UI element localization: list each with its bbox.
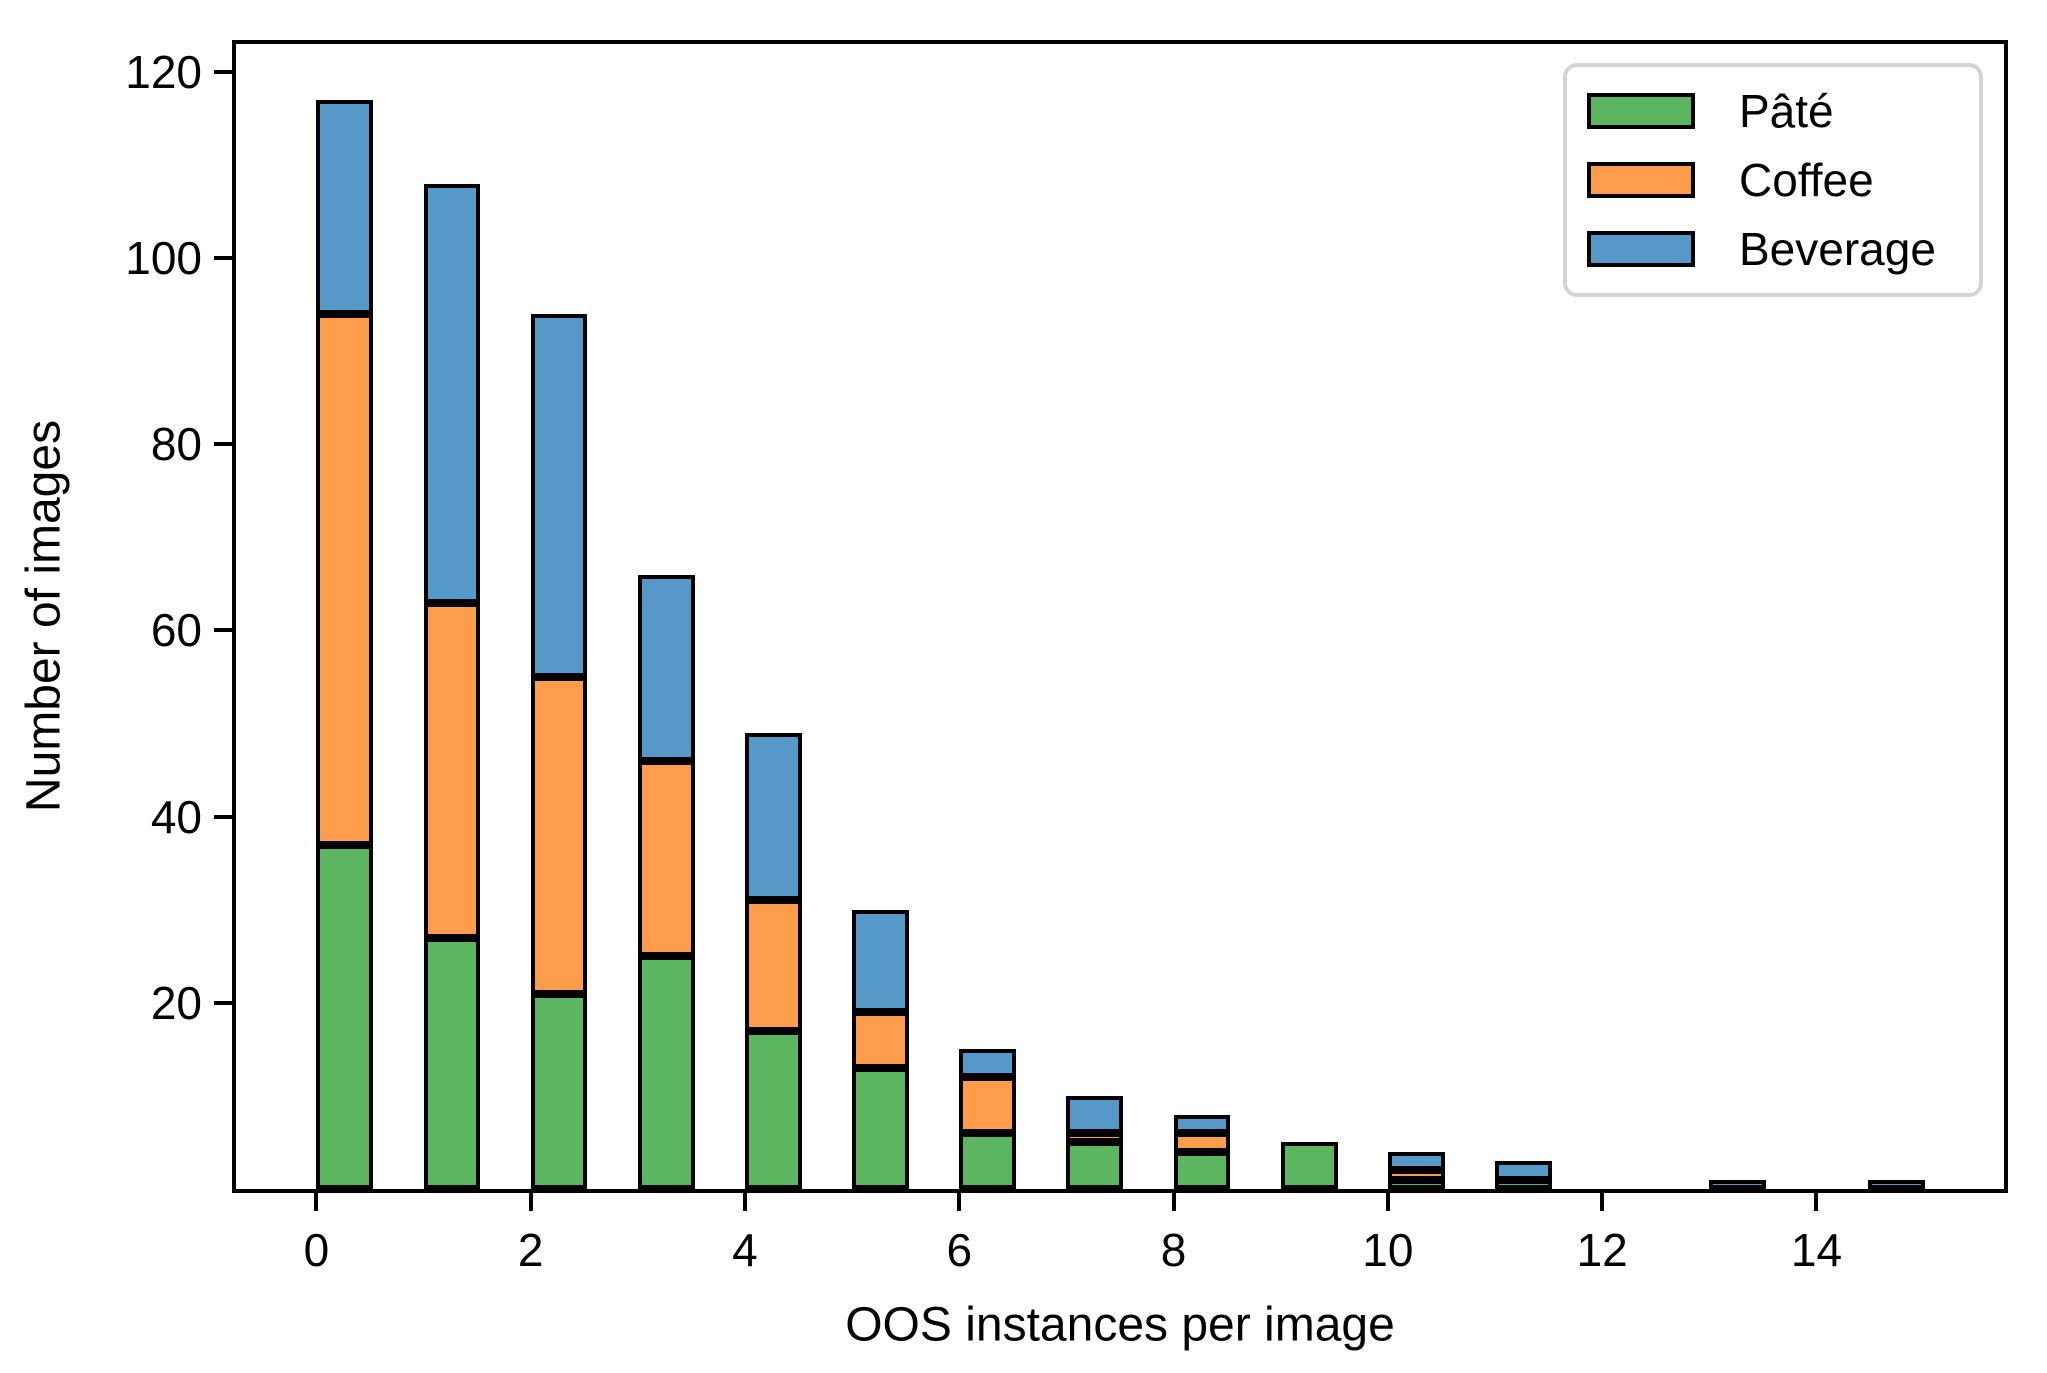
bar-segment-pt-x9 bbox=[1280, 1142, 1338, 1189]
bar-segment-pt-x3 bbox=[637, 956, 695, 1189]
y-axis-title: Number of images bbox=[17, 419, 71, 813]
x-tick-mark bbox=[1385, 1193, 1390, 1211]
x-tick-mark bbox=[957, 1193, 962, 1211]
legend-label: Beverage bbox=[1739, 222, 1936, 275]
x-tick-label: 8 bbox=[1160, 1224, 1187, 1276]
bar-segment-beverage-x5 bbox=[852, 909, 909, 1013]
legend-item-coffee: Coffee bbox=[1587, 157, 1979, 203]
bar-segment-pt-x4 bbox=[744, 1030, 802, 1189]
bar-segment-coffee-x5 bbox=[852, 1012, 909, 1068]
x-tick-label: 14 bbox=[1790, 1224, 1843, 1276]
bar-segment-coffee-x1 bbox=[423, 602, 481, 938]
x-tick-label: 12 bbox=[1576, 1224, 1628, 1276]
bar-segment-coffee-x10 bbox=[1387, 1170, 1445, 1180]
bar-segment-pt-x6 bbox=[959, 1133, 1017, 1189]
y-tick-mark bbox=[214, 69, 232, 74]
y-tick-label: 60 bbox=[150, 604, 202, 657]
y-tick-mark bbox=[214, 256, 232, 261]
y-tick-label: 100 bbox=[125, 232, 202, 285]
bar-segment-beverage-x13 bbox=[1709, 1179, 1767, 1189]
x-tick-mark bbox=[1814, 1193, 1819, 1211]
bar-segment-beverage-x8 bbox=[1173, 1114, 1231, 1134]
bar-segment-pt-x1 bbox=[423, 937, 481, 1189]
bar-segment-beverage-x3 bbox=[637, 574, 695, 761]
bar-segment-coffee-x8 bbox=[1173, 1133, 1231, 1152]
legend-item-pt: Pâté bbox=[1587, 88, 1979, 134]
bar-segment-beverage-x15 bbox=[1867, 1179, 1925, 1189]
bar-segment-pt-x8 bbox=[1173, 1151, 1231, 1189]
x-tick-label: 4 bbox=[732, 1224, 758, 1276]
legend-label: Pâté bbox=[1739, 85, 1834, 138]
y-tick-mark bbox=[214, 628, 232, 633]
bar-segment-coffee-x3 bbox=[637, 760, 695, 957]
x-tick-mark bbox=[314, 1193, 319, 1211]
legend-color-swatch bbox=[1587, 230, 1695, 267]
x-axis-title: OOS instances per image bbox=[845, 1298, 1395, 1352]
y-tick-label: 40 bbox=[150, 790, 202, 843]
legend-label: Coffee bbox=[1739, 153, 1874, 206]
x-tick-label: 0 bbox=[303, 1224, 330, 1276]
x-tick-label: 10 bbox=[1362, 1224, 1414, 1276]
y-tick-label: 20 bbox=[150, 976, 202, 1029]
x-tick-mark bbox=[742, 1193, 747, 1211]
bar-segment-beverage-x6 bbox=[959, 1049, 1017, 1078]
bar-segment-beverage-x11 bbox=[1495, 1161, 1552, 1180]
y-tick-label: 80 bbox=[150, 418, 202, 471]
bar-segment-beverage-x2 bbox=[530, 313, 588, 678]
bar-segment-pt-x7 bbox=[1066, 1142, 1124, 1189]
x-tick-mark bbox=[1171, 1193, 1176, 1211]
legend: Pâté Coffee Beverage bbox=[1563, 63, 1983, 297]
y-tick-mark bbox=[214, 814, 232, 819]
y-tick-label: 120 bbox=[125, 45, 202, 98]
bar-segment-coffee-x7 bbox=[1066, 1133, 1124, 1143]
bar-segment-coffee-x6 bbox=[959, 1077, 1017, 1134]
bar-segment-beverage-x0 bbox=[316, 99, 374, 314]
bar-segment-beverage-x7 bbox=[1066, 1095, 1124, 1134]
x-tick-mark bbox=[1600, 1193, 1605, 1211]
legend-color-swatch bbox=[1587, 93, 1695, 130]
y-tick-mark bbox=[214, 1000, 232, 1005]
x-tick-label: 2 bbox=[517, 1224, 544, 1276]
bar-segment-pt-x2 bbox=[530, 993, 588, 1189]
x-tick-mark bbox=[528, 1193, 533, 1211]
bar-segment-coffee-x0 bbox=[316, 313, 374, 845]
legend-color-swatch bbox=[1587, 161, 1695, 198]
legend-item-beverage: Beverage bbox=[1587, 226, 1979, 272]
bar-segment-pt-x0 bbox=[316, 844, 374, 1189]
bar-segment-pt-x11 bbox=[1495, 1179, 1552, 1189]
bar-segment-pt-x10 bbox=[1387, 1179, 1445, 1189]
x-tick-label: 6 bbox=[946, 1224, 973, 1276]
bar-segment-beverage-x10 bbox=[1387, 1151, 1445, 1171]
bar-segment-coffee-x4 bbox=[744, 900, 802, 1031]
y-tick-mark bbox=[214, 442, 232, 447]
bar-segment-pt-x5 bbox=[852, 1067, 909, 1189]
bar-segment-beverage-x4 bbox=[744, 732, 802, 901]
bar-segment-coffee-x2 bbox=[530, 677, 588, 994]
bar-segment-beverage-x1 bbox=[423, 183, 481, 603]
